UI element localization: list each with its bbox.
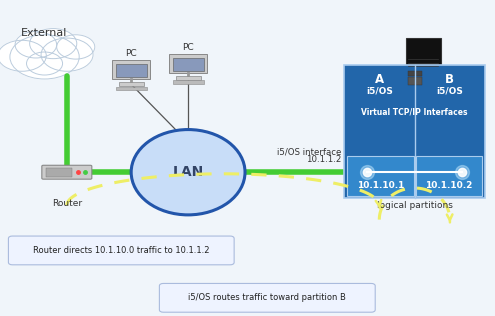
Text: i5/OS routes traffic toward partition B: i5/OS routes traffic toward partition B bbox=[189, 293, 346, 302]
Text: Virtual TCP/IP Interfaces: Virtual TCP/IP Interfaces bbox=[361, 107, 468, 116]
Bar bbox=[176, 76, 200, 80]
Bar bbox=[173, 80, 204, 84]
Text: Router: Router bbox=[52, 199, 82, 208]
Polygon shape bbox=[344, 65, 485, 88]
Text: 10.1.1.2: 10.1.1.2 bbox=[306, 155, 342, 164]
Bar bbox=[173, 58, 204, 71]
Text: LAN: LAN bbox=[172, 165, 204, 179]
Text: i5/OS: i5/OS bbox=[366, 86, 393, 95]
FancyBboxPatch shape bbox=[159, 283, 375, 312]
Bar bbox=[415, 156, 482, 196]
Circle shape bbox=[57, 35, 95, 59]
Ellipse shape bbox=[131, 130, 245, 215]
Text: External: External bbox=[21, 28, 68, 38]
Bar bbox=[112, 60, 150, 79]
Circle shape bbox=[41, 38, 93, 71]
Circle shape bbox=[0, 40, 47, 71]
Text: 10.1.10.1: 10.1.10.1 bbox=[356, 181, 404, 190]
Circle shape bbox=[27, 52, 62, 75]
Text: logical partitions: logical partitions bbox=[377, 201, 452, 210]
Circle shape bbox=[30, 28, 77, 59]
Bar bbox=[169, 54, 207, 73]
Bar bbox=[406, 38, 441, 88]
Circle shape bbox=[10, 35, 79, 79]
Text: PC: PC bbox=[182, 43, 194, 52]
Bar bbox=[408, 77, 422, 85]
Text: Router directs 10.1.10.0 traffic to 10.1.1.2: Router directs 10.1.10.0 traffic to 10.1… bbox=[33, 246, 209, 255]
FancyBboxPatch shape bbox=[42, 165, 92, 179]
Bar bbox=[344, 65, 485, 198]
Text: A: A bbox=[375, 73, 384, 86]
FancyBboxPatch shape bbox=[8, 236, 234, 265]
Text: PC: PC bbox=[125, 49, 137, 58]
Bar bbox=[347, 156, 414, 196]
Bar bbox=[408, 71, 422, 76]
Text: i5/OS interface: i5/OS interface bbox=[277, 148, 342, 156]
Bar bbox=[116, 64, 147, 77]
Text: B: B bbox=[446, 73, 454, 86]
Text: 10.1.10.2: 10.1.10.2 bbox=[425, 181, 473, 190]
Bar bbox=[46, 168, 72, 177]
Bar bbox=[116, 87, 147, 90]
Text: i5/OS: i5/OS bbox=[437, 86, 463, 95]
Bar bbox=[119, 82, 144, 86]
Circle shape bbox=[15, 32, 56, 58]
